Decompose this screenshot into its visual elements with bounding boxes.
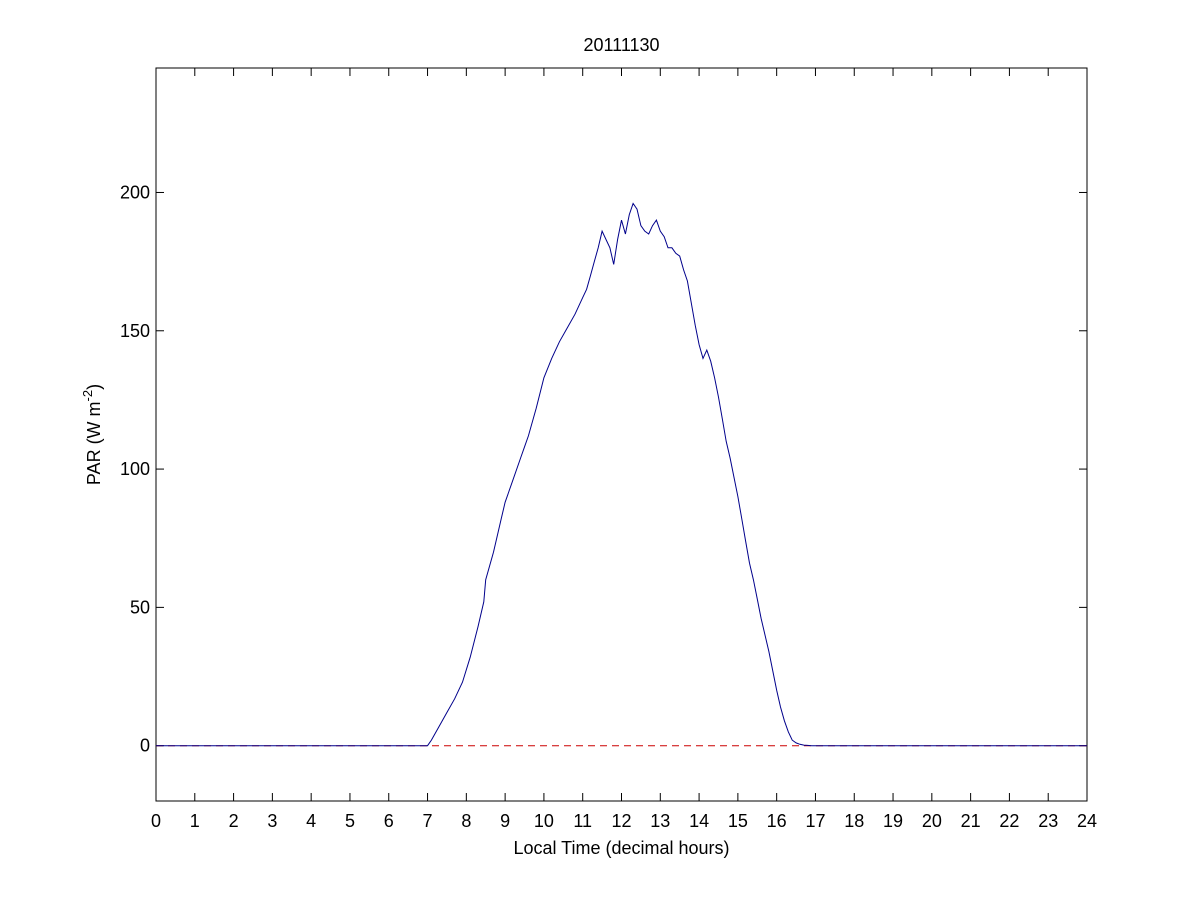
x-tick-label: 20 xyxy=(922,811,942,831)
x-tick-label: 4 xyxy=(306,811,316,831)
x-tick-label: 10 xyxy=(534,811,554,831)
x-tick-label: 19 xyxy=(883,811,903,831)
x-tick-label: 22 xyxy=(999,811,1019,831)
y-axis-label-superscript: -2 xyxy=(80,390,95,402)
axes-box xyxy=(155,67,1088,802)
y-axis-label-end: ) xyxy=(84,384,104,390)
y-tick-label: 50 xyxy=(130,597,150,617)
x-tick-label: 1 xyxy=(190,811,200,831)
x-tick-label: 13 xyxy=(650,811,670,831)
x-tick-label: 14 xyxy=(689,811,709,831)
x-tick-label: 6 xyxy=(384,811,394,831)
y-axis-label-main: PAR (W m xyxy=(84,401,104,485)
y-tick-label: 100 xyxy=(120,459,150,479)
x-tick-label: 16 xyxy=(767,811,787,831)
x-tick-label: 24 xyxy=(1077,811,1097,831)
x-tick-label: 12 xyxy=(611,811,631,831)
plot-area xyxy=(155,67,1088,802)
x-tick-label: 18 xyxy=(844,811,864,831)
x-tick-label: 0 xyxy=(151,811,161,831)
y-tick-label: 200 xyxy=(120,182,150,202)
y-tick-label: 0 xyxy=(140,736,150,756)
x-tick-label: 9 xyxy=(500,811,510,831)
x-tick-label: 8 xyxy=(461,811,471,831)
chart-title: 20111130 xyxy=(583,35,659,55)
series-layer xyxy=(156,202,1087,747)
y-axis-ticks: 0 50 100 150 200 xyxy=(120,182,1087,756)
x-tick-label: 11 xyxy=(573,811,592,831)
y-axis-label: PAR (W m-2) xyxy=(80,384,104,485)
series-par-line xyxy=(156,202,1087,747)
x-tick-label: 5 xyxy=(345,811,355,831)
x-tick-label: 15 xyxy=(728,811,748,831)
x-tick-label: 23 xyxy=(1038,811,1058,831)
x-tick-label: 21 xyxy=(961,811,981,831)
x-tick-label: 2 xyxy=(229,811,239,831)
x-tick-label: 7 xyxy=(423,811,433,831)
x-tick-label: 17 xyxy=(805,811,825,831)
x-tick-label: 3 xyxy=(267,811,277,831)
y-tick-label: 150 xyxy=(120,321,150,341)
x-axis-ticks: 0 1 2 3 4 5 6 7 8 9 10 11 12 13 14 15 16 17 18 19 20 21 22 23 24 xyxy=(151,68,1097,831)
x-axis-label: Local Time (decimal hours) xyxy=(513,838,729,858)
